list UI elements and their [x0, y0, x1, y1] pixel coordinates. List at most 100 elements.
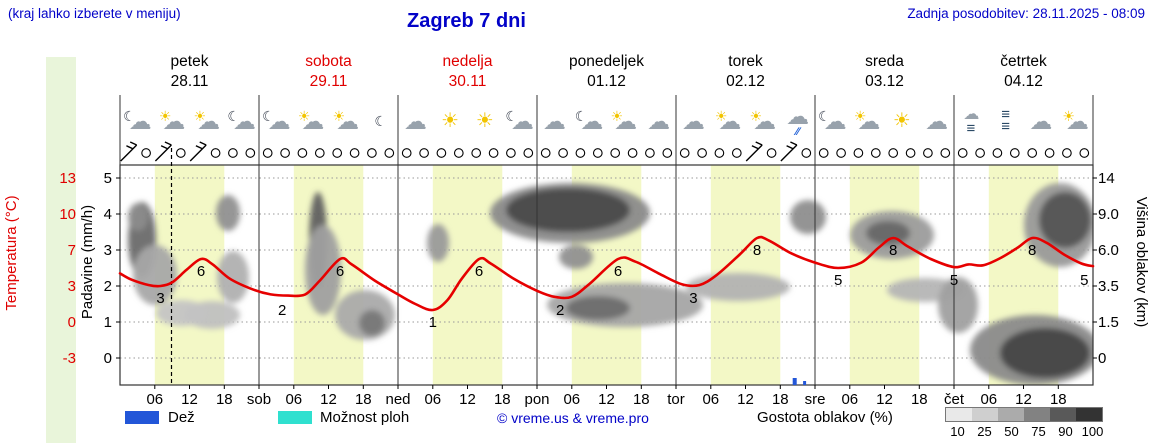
left-accent-strip: [46, 57, 76, 443]
cloud-cover-circle-icon: [280, 148, 290, 158]
x-tick-label: 12: [737, 391, 754, 408]
density-scale-segment: [1024, 408, 1050, 421]
cloud-cover-circle-icon: [314, 148, 325, 158]
menu-hint: (kraj lahko izberete v meniju): [8, 6, 181, 21]
temp-tick: 0: [68, 314, 76, 331]
temperature-value-label: 6: [614, 263, 622, 280]
density-scale-segment: [972, 408, 998, 421]
day-date: 29.11: [309, 73, 348, 90]
density-scale-segment: [1050, 408, 1076, 421]
cloud-cover-circle-icon: [697, 148, 707, 158]
cloud-cover-circle-icon: [210, 148, 221, 158]
x-tick-label: 18: [216, 391, 233, 408]
density-scale-tick: 100: [1081, 424, 1104, 439]
x-tick-label: 06: [702, 391, 719, 408]
cloud-cover-circle-icon: [141, 148, 151, 158]
fog-icon: ≡ ≡: [1001, 106, 1011, 135]
temp-tick: 3: [68, 278, 76, 295]
cloud-cover-circle-icon: [332, 148, 343, 158]
daytime-band: [432, 165, 503, 385]
temperature-value-label: 3: [156, 290, 164, 307]
cloud-cover-circle-icon: [471, 148, 482, 158]
cloud-cover-circle-icon: [923, 148, 933, 158]
cloudheight-tick: 1.5: [1098, 314, 1119, 331]
moon-cloud-icon: ☾ ☁: [123, 107, 152, 134]
temp-tick: -3: [63, 350, 76, 367]
cloudheight-tick: 3.5: [1098, 278, 1119, 295]
cloud-cover-circle-icon: [540, 148, 551, 158]
precip-tick: 0: [104, 350, 112, 367]
cloud-cover-circle-icon: [957, 148, 968, 158]
x-tick-label: 06: [841, 391, 858, 408]
density-scale-tick: 90: [1058, 424, 1073, 439]
day-name: petek: [170, 53, 209, 70]
precip-tick: 5: [104, 170, 112, 187]
x-tick-label: 18: [355, 391, 372, 408]
day-header-petek: petek 28.11: [120, 52, 259, 92]
cloud-cover-circle-icon: [367, 148, 377, 158]
x-tick-label: 06: [563, 391, 580, 408]
x-tick-label: 06: [146, 391, 163, 408]
cloud-cover-circle-icon: [905, 148, 916, 158]
fog-cloud-icon: ☁ ≡: [963, 106, 980, 137]
cloud-cover-circle-icon: [870, 148, 881, 158]
precip-tick: 1: [104, 314, 112, 331]
cloud-sun-icon: ☀ ☁: [714, 107, 742, 134]
cloud-sun-icon: ☀ ☁: [297, 107, 325, 134]
showers-legend-label: Možnost ploh: [320, 409, 410, 426]
x-tick-label: 12: [598, 391, 615, 408]
day-header-ponedeljek: ponedeljek 01.12: [537, 52, 676, 92]
cloud-sun-icon: ☀ ☁: [332, 107, 360, 134]
temperature-value-label: 5: [834, 272, 842, 289]
temp-tick: 13: [59, 170, 76, 187]
x-tick-label: tor: [667, 391, 685, 408]
weather-icons-row: ☾ ☁ ☀ ☁ ☀ ☁ ☾ ☁ ☾ ☁ ☀ ☁ ☀ ☁ ☾ ☁ ☀ ☀ ☾ ☁ ☁ ☾ ☁ ☀ ☁ ☁ ☁ ☀ ☁ ☀ ☁ ☁ ∕∕ ☾ ☁ ☀ ☁ ☀ ☁…: [120, 94, 1093, 148]
precip-tick: 3: [104, 242, 112, 259]
cloud-sun-icon: ☀ ☁: [158, 107, 186, 134]
cloud-cover-circle-icon: [766, 148, 777, 158]
cloudheight-tick: 9.0: [1098, 206, 1119, 223]
temperature-value-label: 6: [475, 263, 483, 280]
cloud-cover-circle-icon: [419, 148, 429, 158]
precip-axis-label: Padavine (mm/h): [79, 205, 96, 319]
x-tick-label: 18: [911, 391, 928, 408]
x-tick-label: 12: [320, 391, 337, 408]
copyright-link[interactable]: © vreme.us & vreme.pro: [497, 410, 649, 426]
rain-cloud-icon: ☁ ∕∕: [786, 103, 810, 139]
density-scale-segment: [946, 408, 972, 421]
moon-cloud-icon: ☾ ☁: [818, 107, 847, 134]
rain-bar: [803, 381, 807, 385]
wind-barb-icon: [780, 141, 798, 162]
sun-icon: ☀: [441, 110, 460, 132]
temperature-value-label: 2: [556, 302, 564, 319]
cloud-cover-circle-icon: [592, 148, 603, 158]
cloud-density-scale: [945, 407, 1103, 422]
cloudheight-tick: 14: [1098, 170, 1115, 187]
temperature-value-label: 5: [950, 272, 958, 289]
sun-icon: ☀: [892, 110, 911, 132]
moon-cloud-icon: ☾ ☁: [574, 107, 604, 134]
wind-barb-icon: [154, 141, 172, 162]
wind-barb-icon: [189, 141, 207, 162]
cloud-cover-circle-icon: [245, 148, 256, 158]
temp-tick: 7: [68, 242, 76, 259]
day-header-četrtek: četrtek 04.12: [954, 52, 1093, 92]
temperature-value-label: 1: [429, 314, 437, 331]
cloud-sun-icon: ☀ ☁: [1062, 107, 1089, 134]
moon-cloud-icon: ☾ ☁: [227, 107, 256, 134]
cloud-cover-circle-icon: [662, 148, 673, 158]
cloud-cover-circle-icon: [175, 148, 186, 158]
cloud-cover-circle-icon: [575, 148, 586, 158]
cloud-cover-circle-icon: [436, 148, 447, 158]
x-tick-label: 18: [494, 391, 511, 408]
x-tick-label: 12: [181, 391, 198, 408]
cloud-icon: ☁: [647, 107, 671, 134]
cloud-cover-circle-icon: [349, 148, 360, 158]
x-tick-label: 06: [285, 391, 302, 408]
cloud-cover-circle-icon: [297, 148, 308, 158]
precip-tick: 2: [104, 278, 112, 295]
density-scale-tick: 25: [977, 424, 992, 439]
cloud-cover-circle-icon: [853, 148, 864, 158]
cloud-cover-circle-icon: [888, 148, 899, 158]
